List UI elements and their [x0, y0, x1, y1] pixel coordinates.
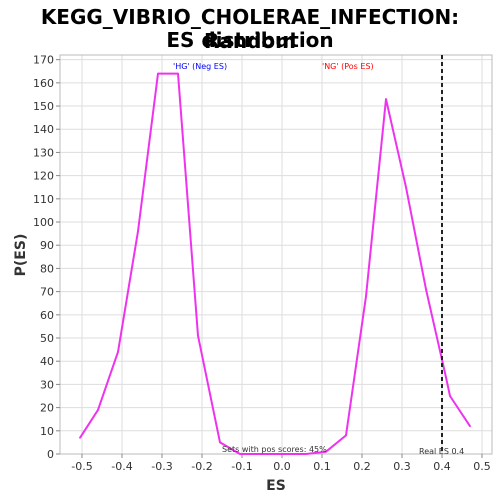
y-tick-label: 40 [40, 355, 54, 368]
y-tick-label: 60 [40, 309, 54, 322]
x-tick-label: 0.2 [353, 460, 371, 473]
y-tick-label: 70 [40, 286, 54, 299]
real-es-text: Real ES 0.4 [419, 447, 464, 456]
data-point [219, 441, 221, 444]
y-tick-label: 170 [33, 54, 54, 67]
y-tick-label: 140 [33, 123, 54, 136]
data-point [345, 434, 347, 437]
y-tick-label: 20 [40, 402, 54, 415]
data-point [445, 376, 447, 379]
y-tick-label: 150 [33, 100, 54, 113]
data-point [261, 453, 263, 455]
y-axis-title: P(ES) [13, 234, 29, 277]
y-tick-label: 0 [47, 448, 54, 461]
y-tick-label: 90 [40, 239, 54, 252]
axis-ticks: -0.5 -0.4 -0.3 -0.2 -0.1 0.0 0.1 0.2 0.3 0.4 0.5 0 1… [33, 54, 491, 473]
data-point [281, 453, 283, 455]
chart-title-line1: KEGG_VIBRIO_CHOLERAE_INFECTION: Random [40, 5, 460, 53]
y-tick-label: 30 [40, 378, 54, 391]
y-tick-label: 160 [33, 77, 54, 90]
y-tick-label: 130 [33, 146, 54, 159]
data-point [365, 295, 367, 298]
x-tick-label: 0.0 [273, 460, 291, 473]
neg-es-label: 'HG' (Neg ES) [173, 62, 227, 71]
x-tick-label: -0.2 [191, 460, 212, 473]
data-point [405, 186, 407, 189]
y-tick-label: 10 [40, 425, 54, 438]
x-tick-label: -0.3 [151, 460, 172, 473]
y-tick-label: 110 [33, 193, 54, 206]
data-point [177, 72, 179, 75]
x-tick-label: -0.1 [231, 460, 252, 473]
series-layer [79, 72, 471, 455]
y-tick-label: 50 [40, 332, 54, 345]
x-tick-label: -0.5 [71, 460, 92, 473]
data-point [197, 334, 199, 337]
x-tick-label: 0.5 [473, 460, 491, 473]
plot-area-frame [59, 54, 493, 455]
data-point [157, 72, 159, 75]
data-point [137, 230, 139, 233]
pos-es-label: 'NG' (Pos ES) [322, 62, 374, 71]
x-tick-label: 0.4 [433, 460, 451, 473]
data-point [117, 351, 119, 353]
x-tick-label: 0.1 [313, 460, 331, 473]
x-tick-label: 0.3 [393, 460, 411, 473]
x-axis-title: ES [266, 478, 286, 494]
data-point [385, 98, 387, 100]
y-tick-label: 120 [33, 170, 54, 183]
data-point [425, 288, 427, 291]
data-point [79, 436, 81, 439]
data-point [239, 453, 241, 455]
grid-layer [60, 55, 492, 455]
sets-pos-scores-text: Sets with pos scores: 45% [222, 445, 327, 454]
y-tick-label: 80 [40, 262, 54, 275]
x-tick-label: -0.4 [111, 460, 132, 473]
data-point [325, 450, 327, 453]
data-point [97, 409, 99, 411]
data-point [305, 453, 307, 455]
data-point [469, 425, 471, 428]
y-tick-label: 100 [33, 216, 54, 229]
es-distribution-line [79, 72, 471, 455]
data-point [449, 395, 451, 397]
chart-title-line2: ES distribution [166, 28, 334, 52]
